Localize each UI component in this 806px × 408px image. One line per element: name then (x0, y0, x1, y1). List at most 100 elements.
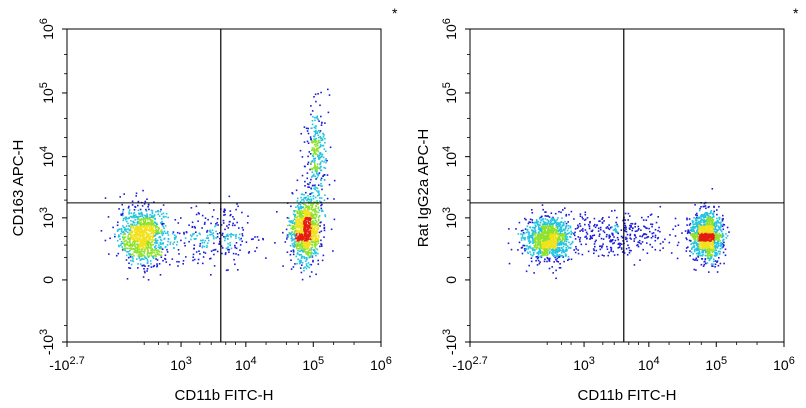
event-dot (305, 243, 307, 246)
event-dot (298, 235, 301, 238)
event-dot (143, 229, 146, 232)
event-dot (304, 196, 307, 199)
event-dot (144, 265, 146, 267)
event-dot (550, 243, 553, 245)
event-dot (143, 224, 146, 226)
event-dot (313, 222, 316, 225)
event-dot (708, 212, 711, 215)
event-dot (711, 222, 714, 224)
event-dot (319, 144, 322, 146)
event-dot (562, 242, 565, 244)
event-dot (142, 229, 144, 232)
event-dot (550, 220, 552, 222)
event-dot (302, 224, 304, 227)
event-dot (313, 166, 315, 169)
event-dot (547, 238, 550, 240)
event-dot (310, 207, 312, 209)
event-dot (561, 247, 563, 249)
event-dot (574, 251, 577, 254)
event-dot (699, 242, 701, 245)
event-dot (104, 197, 107, 199)
event-dot (701, 226, 703, 229)
event-dot (323, 161, 325, 163)
event-dot (223, 214, 225, 216)
event-dot (155, 244, 157, 247)
event-dot (313, 214, 315, 216)
event-dot (318, 172, 321, 174)
event-dot (316, 163, 319, 165)
event-dot (310, 200, 312, 203)
event-dot (304, 246, 306, 248)
event-dot (212, 232, 215, 234)
event-dot (128, 205, 130, 208)
event-dot (296, 244, 299, 246)
event-dot (295, 229, 297, 231)
event-dot (317, 203, 319, 205)
event-dot (532, 238, 534, 241)
event-dot (298, 209, 300, 212)
event-dot (548, 224, 551, 227)
event-dot (292, 253, 295, 256)
event-dot (202, 262, 204, 265)
event-dot (549, 257, 551, 260)
event-dot (698, 216, 700, 219)
event-dot (301, 212, 303, 215)
event-dot (715, 254, 718, 256)
event-dot (137, 217, 139, 219)
event-dot (290, 237, 293, 240)
event-dot (310, 187, 312, 189)
event-dot (299, 215, 301, 217)
event-dot (597, 255, 600, 257)
event-dot (540, 232, 543, 235)
event-dot (154, 242, 156, 244)
event-dot (194, 227, 196, 229)
quadrant-gate[interactable] (67, 29, 381, 342)
event-dot (535, 248, 538, 250)
event-dot (306, 258, 308, 261)
event-dot (303, 126, 306, 128)
event-dot (708, 271, 710, 273)
event-dot (241, 234, 244, 237)
event-dot (140, 223, 143, 226)
event-dot (530, 257, 533, 259)
event-dot (708, 243, 710, 246)
event-dot (719, 253, 721, 255)
event-dot (318, 156, 321, 158)
event-dot (554, 252, 557, 254)
event-dot (120, 232, 122, 235)
event-dot (128, 233, 130, 236)
event-dot (132, 230, 134, 232)
event-dot (172, 231, 175, 233)
event-dot (301, 235, 304, 238)
event-dot (315, 254, 317, 257)
event-dot (319, 167, 321, 170)
event-dot (510, 248, 513, 251)
event-dot (317, 240, 319, 243)
event-dot (297, 249, 299, 252)
event-dot (531, 232, 534, 235)
event-dot (155, 255, 157, 258)
event-dot (567, 245, 569, 248)
event-dot (577, 224, 579, 227)
event-dot (546, 219, 549, 221)
event-dot (156, 265, 158, 268)
event-dot (540, 229, 543, 231)
event-dot (704, 212, 706, 215)
event-dot (306, 228, 309, 231)
event-dot (151, 241, 153, 243)
event-dot (282, 265, 284, 267)
event-dot (320, 91, 322, 94)
event-dot (155, 242, 157, 244)
event-dot (315, 149, 317, 151)
event-dot (144, 239, 146, 242)
event-dot (549, 228, 552, 231)
event-dot (567, 227, 570, 230)
event-dot (714, 239, 716, 241)
event-dot (701, 237, 703, 239)
event-dot (139, 229, 141, 231)
event-dot (300, 230, 302, 232)
event-dot (149, 253, 151, 255)
event-dot (714, 227, 717, 229)
event-dot (301, 199, 303, 201)
event-dot (316, 202, 318, 205)
